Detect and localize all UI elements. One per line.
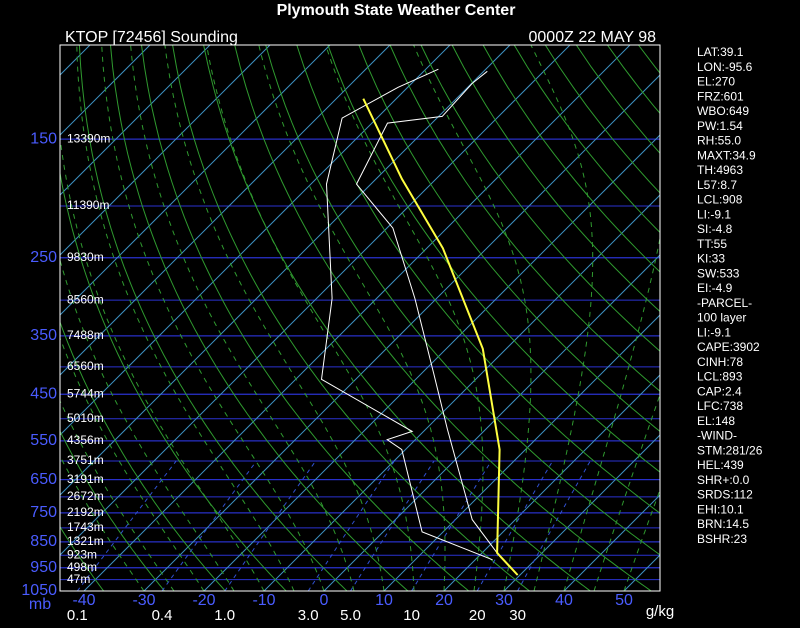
y-tick-label: 150 <box>30 130 57 147</box>
y-tick-label: 250 <box>30 249 57 266</box>
mixing-ratio-label: 10 <box>403 607 420 623</box>
mixing-ratio-label: 30 <box>509 607 526 623</box>
index-line: LFC:738 <box>697 399 743 413</box>
height-label: 1743m <box>67 520 104 534</box>
x-tick-label: -30 <box>132 592 155 609</box>
mixing-ratio-unit: g/kg <box>646 603 674 620</box>
y-tick-label: 850 <box>30 533 57 550</box>
index-line: SW:533 <box>697 266 740 280</box>
index-line: EL:270 <box>697 75 735 89</box>
x-tick-label: -10 <box>252 592 275 609</box>
index-line: TH:4963 <box>697 163 743 177</box>
x-tick-label: 10 <box>375 592 393 609</box>
mixing-ratio-label: 0.4 <box>152 607 173 623</box>
y-tick-label: 650 <box>30 471 57 488</box>
mixing-ratio-label: 1.0 <box>214 607 235 623</box>
height-label: 6560m <box>67 359 104 373</box>
index-line: LCL:893 <box>697 370 743 384</box>
height-label: 5744m <box>67 386 104 400</box>
height-label: 11390m <box>67 198 109 212</box>
index-line: EHI:10.1 <box>697 502 744 516</box>
index-line: EL:148 <box>697 414 735 428</box>
height-label: 2672m <box>67 489 104 503</box>
mixing-ratio-label: 0.1 <box>67 607 88 623</box>
y-tick-label: 750 <box>30 504 57 521</box>
height-label: 9830m <box>67 250 104 264</box>
index-line: -PARCEL- <box>697 296 752 310</box>
y-tick-label: 950 <box>30 559 57 576</box>
index-line: STM:281/26 <box>697 443 763 457</box>
index-line: EI:-4.9 <box>697 281 733 295</box>
y-tick-label: 1050 <box>21 582 57 599</box>
height-label: 2192m <box>67 505 104 519</box>
index-line: SHR+:0.0 <box>697 473 750 487</box>
height-label: 8560m <box>67 292 104 306</box>
index-line: LI:-9.1 <box>697 207 731 221</box>
index-line: SRDS:112 <box>697 488 753 502</box>
index-line: SI:-4.8 <box>697 222 733 236</box>
y-tick-label: 550 <box>30 432 57 449</box>
x-tick-label: 20 <box>435 592 453 609</box>
index-line: TT:55 <box>697 237 727 251</box>
index-line: PW:1.54 <box>697 119 743 133</box>
y-tick-label: 350 <box>30 327 57 344</box>
index-line: -WIND- <box>697 429 737 443</box>
index-line: HEL:439 <box>697 458 744 472</box>
time-label: 0000Z 22 MAY 98 <box>529 29 657 46</box>
height-label: 7488m <box>67 328 104 342</box>
index-line: 100 layer <box>697 311 746 325</box>
index-line: MAXT:34.9 <box>697 148 756 162</box>
height-label: 5010m <box>67 411 104 425</box>
index-line: CAPE:3902 <box>697 340 760 354</box>
mixing-ratio-label: 20 <box>469 607 486 623</box>
x-tick-label: -20 <box>192 592 215 609</box>
height-label: 47m <box>67 572 90 586</box>
index-line: LCL:908 <box>697 193 743 207</box>
y-tick-label: 450 <box>30 385 57 402</box>
index-line: KI:33 <box>697 252 725 266</box>
height-label: 4356m <box>67 433 104 447</box>
index-line: WBO:649 <box>697 104 749 118</box>
index-line: LON:-95.6 <box>697 60 753 74</box>
x-tick-label: 40 <box>555 592 573 609</box>
x-tick-label: -40 <box>72 592 95 609</box>
index-line: LI:-9.1 <box>697 325 731 339</box>
index-line: LAT:39.1 <box>697 45 744 59</box>
index-line: FRZ:601 <box>697 89 744 103</box>
x-tick-label: 0 <box>320 592 329 609</box>
mixing-ratio-label: 3.0 <box>298 607 319 623</box>
index-line: L57:8.7 <box>697 178 737 192</box>
height-label: 13390m <box>67 131 110 145</box>
x-tick-label: 50 <box>615 592 633 609</box>
index-line: CAP:2.4 <box>697 384 742 398</box>
chart-title: Plymouth State Weather Center <box>277 2 516 19</box>
index-line: RH:55.0 <box>697 134 741 148</box>
index-line: BSHR:23 <box>697 532 747 546</box>
index-line: CINH:78 <box>697 355 743 369</box>
index-line: BRN:14.5 <box>697 517 749 531</box>
height-label: 3751m <box>67 453 104 467</box>
height-label: 3191m <box>67 472 104 486</box>
height-label: 1321m <box>67 534 104 548</box>
x-tick-label: 30 <box>495 592 513 609</box>
station-label: KTOP [72456] Sounding <box>65 29 238 46</box>
mixing-ratio-label: 5.0 <box>340 607 361 623</box>
